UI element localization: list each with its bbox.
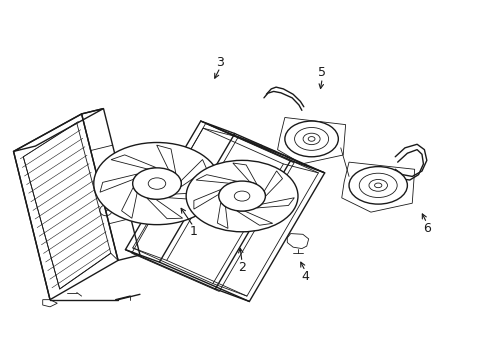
Ellipse shape (94, 143, 220, 225)
Ellipse shape (186, 160, 297, 232)
Ellipse shape (368, 180, 386, 191)
Text: 6: 6 (422, 222, 430, 235)
Text: 3: 3 (216, 55, 224, 69)
Ellipse shape (307, 136, 314, 141)
Text: 4: 4 (301, 270, 308, 283)
Ellipse shape (132, 168, 181, 199)
Ellipse shape (374, 183, 381, 188)
Text: 5: 5 (318, 66, 325, 79)
Ellipse shape (303, 133, 320, 145)
Ellipse shape (294, 127, 328, 150)
Ellipse shape (285, 121, 338, 157)
Ellipse shape (348, 167, 407, 204)
Ellipse shape (218, 181, 265, 211)
Text: 1: 1 (189, 225, 197, 238)
Ellipse shape (359, 173, 396, 198)
Text: 2: 2 (238, 261, 245, 274)
Ellipse shape (148, 178, 165, 189)
Ellipse shape (234, 191, 249, 201)
